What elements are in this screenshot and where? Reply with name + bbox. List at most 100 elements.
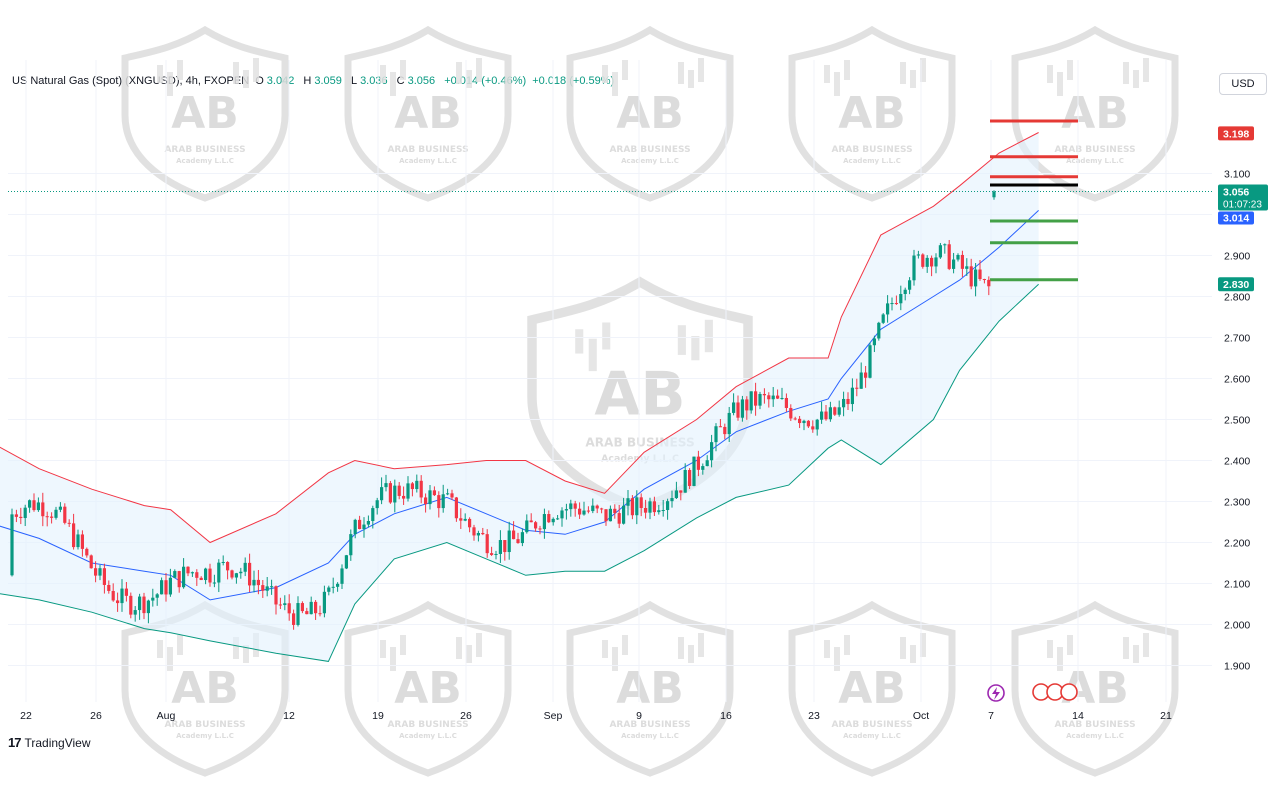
x-tick-label: 26 xyxy=(90,710,102,722)
candle-body xyxy=(560,510,564,519)
candle-body xyxy=(837,407,841,415)
watermark-line2: Academy L.L.C xyxy=(843,157,901,165)
candle-body xyxy=(780,397,784,399)
candle-body xyxy=(578,508,582,515)
candle-body xyxy=(98,568,102,576)
candle-body xyxy=(41,502,45,517)
candle-body xyxy=(366,521,370,525)
candle-body xyxy=(208,568,212,583)
candle-body xyxy=(745,399,749,411)
candle-body xyxy=(921,254,925,267)
candle-body xyxy=(947,244,951,269)
candle-body xyxy=(441,494,445,509)
watermark-line2: Academy L.L.C xyxy=(621,157,679,165)
candle-body xyxy=(344,555,348,569)
price-tag-text: 3.198 xyxy=(1223,128,1249,140)
candle-body xyxy=(529,520,533,523)
watermark-monogram: AB xyxy=(616,663,684,714)
candle-body xyxy=(740,399,744,418)
candle-body xyxy=(978,269,982,280)
candle-body xyxy=(287,603,291,614)
close-label: C xyxy=(396,75,405,87)
candle-body xyxy=(283,603,287,606)
upper-band-line xyxy=(0,132,1039,544)
y-tick-label: 3.100 xyxy=(1224,169,1250,181)
candle-body xyxy=(657,510,661,513)
candle-body xyxy=(908,280,912,290)
candle-body xyxy=(371,508,375,522)
candle-body xyxy=(380,487,384,501)
candle-body xyxy=(107,584,111,591)
candle-body xyxy=(248,562,252,586)
candle-body xyxy=(32,500,36,511)
candle-body xyxy=(490,553,494,555)
candle-body xyxy=(239,571,243,574)
currency-button[interactable]: USD xyxy=(1219,73,1267,95)
candle-body xyxy=(564,509,568,511)
us-flag-icon[interactable] xyxy=(1060,683,1078,701)
symbol-title[interactable]: US Natural Gas (Spot) (XNGUSD), 4h, FXOP… xyxy=(12,75,250,87)
candle-body xyxy=(754,391,758,406)
price-axis[interactable]: 3.1003.0002.9002.8002.7002.6002.5002.400… xyxy=(1218,126,1268,673)
time-axis[interactable]: 22 26 Aug 12 19 26 Sep 9 16 23 Oct 7 14 21 xyxy=(20,710,1172,722)
candle-body xyxy=(692,456,696,486)
low-label: L xyxy=(350,75,358,87)
candle-body xyxy=(230,570,234,578)
price-tag-text: 2.830 xyxy=(1223,279,1249,291)
candle-body xyxy=(168,577,172,595)
candle-body xyxy=(327,587,331,592)
lightning-glyph xyxy=(992,687,1000,700)
candle-body xyxy=(402,495,406,499)
candle-body xyxy=(573,503,577,509)
watermark-line2: Academy L.L.C xyxy=(843,732,901,740)
candle-body xyxy=(925,257,929,267)
candle-body xyxy=(732,402,736,413)
candle-body xyxy=(688,469,692,486)
current-price-tag-bg xyxy=(1218,184,1268,211)
candle-body xyxy=(894,303,898,305)
candle-body xyxy=(890,303,894,305)
y-tick-label: 2.400 xyxy=(1224,456,1250,468)
candle-body xyxy=(767,395,771,400)
candle-body xyxy=(701,466,705,470)
candle-body xyxy=(481,532,485,535)
candle-body xyxy=(648,501,652,513)
candle-body xyxy=(234,573,238,578)
candle-body xyxy=(111,590,115,601)
candle-body xyxy=(833,407,837,415)
candle-body xyxy=(454,497,458,519)
x-tick-label: 22 xyxy=(20,710,32,722)
candle-body xyxy=(864,372,868,378)
event-markers[interactable] xyxy=(987,683,1078,702)
watermark-shield: AB ARAB BUSINESS Academy L.L.C xyxy=(348,605,508,773)
candle-body xyxy=(705,460,709,467)
candle-body xyxy=(432,490,436,496)
candle-body xyxy=(217,562,221,583)
candle-body xyxy=(771,395,775,400)
x-tick-label: 14 xyxy=(1072,710,1084,722)
watermark-line1: ARAB BUSINESS xyxy=(387,145,468,155)
x-tick-label: Sep xyxy=(544,710,563,722)
watermark-line1: ARAB BUSINESS xyxy=(609,145,690,155)
candle-body xyxy=(569,503,573,510)
tradingview-logo[interactable]: 17 TradingView xyxy=(8,735,91,750)
candle-body xyxy=(278,604,282,606)
y-tick-label: 2.200 xyxy=(1224,538,1250,550)
candle-body xyxy=(10,514,14,576)
candle-body xyxy=(956,254,960,260)
watermark-shield: AB ARAB BUSINESS Academy L.L.C xyxy=(570,605,730,773)
candle-body xyxy=(626,498,630,506)
close-value: 3.056 xyxy=(407,75,436,87)
band-fill xyxy=(0,132,1039,662)
candle-body xyxy=(828,407,832,420)
candle-body xyxy=(644,508,648,513)
candle-body xyxy=(758,393,762,406)
candle-body xyxy=(102,568,106,585)
candle-body xyxy=(67,522,71,524)
candle-body xyxy=(50,516,54,518)
candle-body xyxy=(138,596,142,611)
candle-body xyxy=(72,523,76,548)
candle-body xyxy=(309,601,313,615)
candle-body xyxy=(212,582,216,584)
